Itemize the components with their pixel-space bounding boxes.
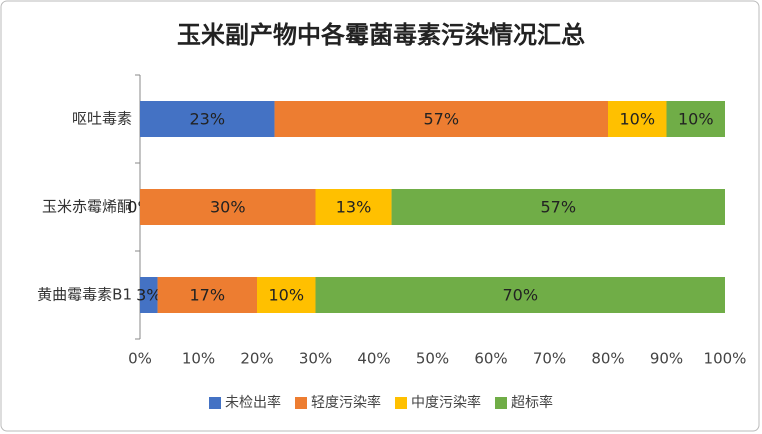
x-tick-label: 90%: [650, 350, 683, 368]
x-tick-label: 10%: [182, 350, 215, 368]
bar-segment: [140, 189, 316, 225]
value-label: 17%: [189, 286, 225, 305]
chart-title: 玉米副产物中各霉菌毒素污染情况汇总: [177, 21, 585, 49]
bar-segment: [157, 277, 257, 313]
bar-segment: [257, 277, 316, 313]
legend-label: 轻度污染率: [311, 394, 381, 411]
value-label: 57%: [540, 198, 576, 217]
x-tick-label: 30%: [299, 350, 332, 368]
bar-segment: [315, 277, 725, 313]
bar-segment: [391, 189, 725, 225]
value-label: 10%: [619, 110, 655, 129]
value-label: 30%: [210, 198, 246, 217]
x-tick-label: 50%: [416, 350, 449, 368]
value-label: 57%: [423, 110, 459, 129]
legend-swatch: [395, 397, 407, 409]
legend-swatch: [295, 397, 307, 409]
x-tick-label: 20%: [240, 350, 273, 368]
y-tick-label: 呕吐毒素: [72, 110, 132, 128]
value-label: 70%: [502, 286, 538, 305]
value-label: 3%: [136, 286, 161, 305]
bar-segment: [274, 101, 608, 137]
x-tick-label: 40%: [357, 350, 390, 368]
value-label: 10%: [268, 286, 304, 305]
bar-segment: [140, 277, 158, 313]
bar-segment: [666, 101, 725, 137]
value-label: 23%: [189, 110, 225, 129]
legend-swatch: [209, 397, 221, 409]
x-tick-label: 0%: [128, 350, 152, 368]
legend-label: 未检出率: [225, 394, 281, 411]
bar-segment: [140, 101, 275, 137]
y-tick-label: 玉米赤霉烯酮: [42, 198, 132, 216]
x-tick-label: 80%: [591, 350, 624, 368]
value-label: 13%: [336, 198, 372, 217]
x-tick-label: 70%: [533, 350, 566, 368]
value-label: 10%: [678, 110, 714, 129]
bar-segment: [315, 189, 392, 225]
legend-label: 中度污染率: [411, 394, 481, 411]
legend-swatch: [495, 397, 507, 409]
bar-segment: [608, 101, 667, 137]
x-tick-label: 100%: [704, 350, 747, 368]
legend-label: 超标率: [511, 394, 553, 411]
y-tick-label: 黄曲霉毒素B1: [37, 286, 132, 304]
x-tick-label: 60%: [474, 350, 507, 368]
